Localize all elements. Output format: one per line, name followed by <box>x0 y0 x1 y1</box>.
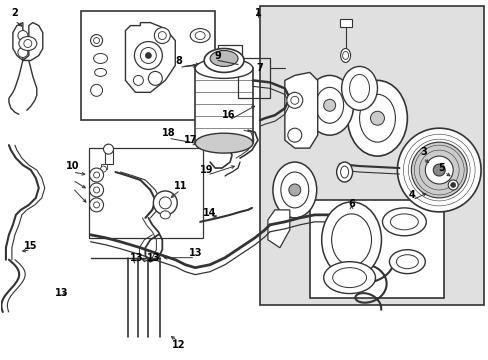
Circle shape <box>145 53 151 58</box>
Circle shape <box>148 71 162 85</box>
Circle shape <box>370 111 384 125</box>
Ellipse shape <box>388 250 425 274</box>
Ellipse shape <box>160 211 170 219</box>
Text: 14: 14 <box>203 208 217 218</box>
Circle shape <box>134 41 162 69</box>
Bar <box>81 11 215 120</box>
Circle shape <box>288 184 300 196</box>
Circle shape <box>89 198 103 212</box>
Bar <box>101 164 106 169</box>
Ellipse shape <box>195 58 252 78</box>
Circle shape <box>18 48 28 58</box>
Text: 19: 19 <box>200 165 213 175</box>
Bar <box>88 148 203 238</box>
Polygon shape <box>267 210 289 248</box>
Circle shape <box>18 31 28 41</box>
Text: 15: 15 <box>24 241 38 251</box>
Text: 13: 13 <box>129 253 143 263</box>
Circle shape <box>286 92 302 108</box>
Circle shape <box>133 75 143 85</box>
Circle shape <box>323 99 335 111</box>
Circle shape <box>89 183 103 197</box>
Circle shape <box>153 191 177 215</box>
Text: 13: 13 <box>55 288 68 298</box>
Text: 10: 10 <box>66 161 79 171</box>
Bar <box>238 58 269 98</box>
Text: 11: 11 <box>173 181 186 191</box>
Bar <box>104 150 112 164</box>
Polygon shape <box>13 23 42 60</box>
Circle shape <box>89 168 103 182</box>
Circle shape <box>90 84 102 96</box>
Text: 6: 6 <box>347 199 354 209</box>
Ellipse shape <box>341 67 377 110</box>
Text: 18: 18 <box>161 128 175 138</box>
Bar <box>309 200 443 298</box>
Circle shape <box>447 180 457 190</box>
Circle shape <box>410 142 466 198</box>
Ellipse shape <box>347 80 407 156</box>
Text: 1: 1 <box>254 8 261 18</box>
Text: 8: 8 <box>176 57 183 67</box>
Circle shape <box>154 28 170 44</box>
Bar <box>195 68 252 143</box>
Ellipse shape <box>93 54 107 63</box>
Text: 9: 9 <box>214 51 221 62</box>
Ellipse shape <box>382 208 426 236</box>
Circle shape <box>425 156 452 184</box>
Text: 13: 13 <box>188 248 202 258</box>
Ellipse shape <box>340 49 350 62</box>
Ellipse shape <box>272 162 316 218</box>
Polygon shape <box>125 23 175 92</box>
Ellipse shape <box>305 75 353 135</box>
Ellipse shape <box>323 262 375 293</box>
Circle shape <box>103 144 113 154</box>
Bar <box>339 19 351 27</box>
Text: 5: 5 <box>437 163 444 173</box>
Ellipse shape <box>195 133 252 153</box>
Text: 12: 12 <box>171 340 184 350</box>
Bar <box>260 6 483 305</box>
Polygon shape <box>285 72 317 148</box>
Ellipse shape <box>94 68 106 76</box>
Text: 4: 4 <box>408 190 415 200</box>
Text: 7: 7 <box>256 63 263 73</box>
Circle shape <box>397 128 480 212</box>
Ellipse shape <box>321 202 381 278</box>
Text: 13: 13 <box>146 253 160 263</box>
Text: 16: 16 <box>222 110 235 120</box>
Circle shape <box>450 183 455 188</box>
Ellipse shape <box>210 50 238 67</box>
Circle shape <box>101 166 106 172</box>
Ellipse shape <box>190 28 210 42</box>
Circle shape <box>90 35 102 46</box>
Text: 3: 3 <box>419 147 426 157</box>
Ellipse shape <box>336 162 352 182</box>
Circle shape <box>287 128 301 142</box>
Bar <box>218 45 242 58</box>
Ellipse shape <box>19 37 37 50</box>
Text: 17: 17 <box>183 135 197 145</box>
Circle shape <box>432 164 444 176</box>
Ellipse shape <box>203 49 244 72</box>
Text: 2: 2 <box>12 8 18 18</box>
